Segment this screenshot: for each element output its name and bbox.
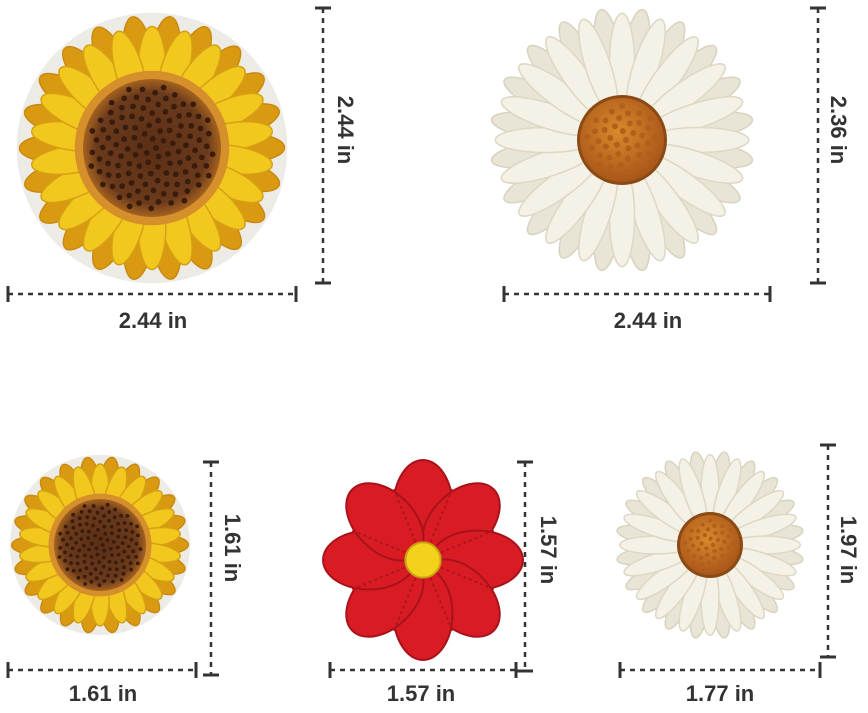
daisy-large <box>490 8 754 272</box>
daisy-large-width-label: 2.44 in <box>613 308 683 333</box>
sunflower-large-width-line <box>6 286 298 302</box>
daisy-small <box>616 451 804 639</box>
red-flower <box>322 459 524 661</box>
daisy-small-width-label: 1.77 in <box>685 681 755 706</box>
sunflower-large-height-line <box>315 6 331 285</box>
daisy-small-height-line <box>820 443 836 659</box>
daisy-large-width-line <box>502 286 772 302</box>
red-flower-height-label: 1.57 in <box>536 515 561 585</box>
sunflower-small-height-line <box>203 460 219 677</box>
red-flower-width-line <box>328 662 518 678</box>
red-flower-height-line <box>517 460 533 673</box>
sunflower-small-height-label: 1.61 in <box>220 513 245 583</box>
daisy-large-height-line <box>810 6 826 285</box>
daisy-small-height-label: 1.97 in <box>836 515 861 585</box>
sunflower-large-width-label: 2.44 in <box>118 308 188 333</box>
sunflower-small-width-label: 1.61 in <box>68 681 138 706</box>
sunflower-large-height-label: 2.44 in <box>333 95 358 165</box>
daisy-large-height-label: 2.36 in <box>826 95 851 165</box>
daisy-small-width-line <box>618 662 822 678</box>
sunflower-small-width-line <box>6 662 198 678</box>
red-flower-width-label: 1.57 in <box>386 681 456 706</box>
sunflower-large <box>16 12 288 284</box>
sunflower-small <box>9 454 191 636</box>
